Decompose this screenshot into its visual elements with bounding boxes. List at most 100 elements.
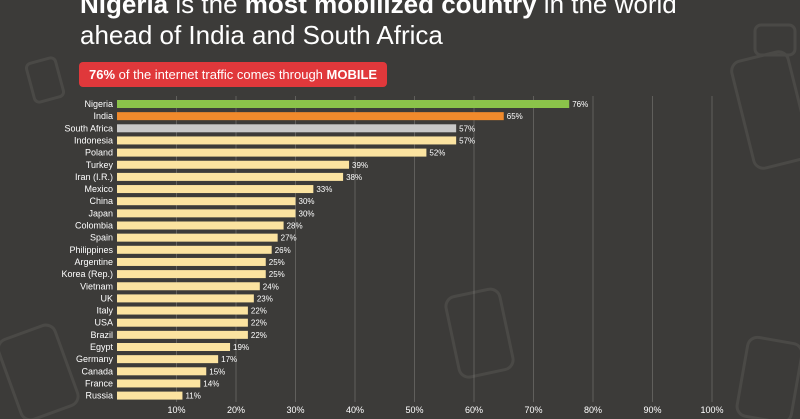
headline-line-2: ahead of India and South Africa <box>80 20 443 50</box>
bar <box>117 343 231 351</box>
value-label: 11% <box>185 392 200 401</box>
category-label: Colombia <box>75 221 113 231</box>
bar <box>117 112 504 121</box>
bar <box>117 148 427 157</box>
phone-outline-icon <box>444 287 515 379</box>
value-label: 30% <box>299 197 315 206</box>
category-label: India <box>93 111 113 121</box>
category-label: Turkey <box>86 160 114 170</box>
x-tick-label: 10% <box>167 405 185 415</box>
category-label: Indonesia <box>74 135 113 145</box>
x-axis-ticks: 10% 20% 30% 40% 50% 60% 70% 80% 90% 100% <box>167 405 723 415</box>
value-label: 25% <box>269 258 285 267</box>
bar <box>117 257 266 266</box>
phone-outline-icon <box>735 335 800 419</box>
bar <box>117 391 183 400</box>
value-label: 38% <box>346 173 362 182</box>
bar <box>117 318 248 327</box>
x-tick-label: 90% <box>643 405 661 415</box>
bar <box>117 209 296 218</box>
category-label: Korea (Rep.) <box>61 269 113 279</box>
x-tick-label: 50% <box>405 405 423 415</box>
category-label: UK <box>100 293 113 303</box>
value-label: 33% <box>316 185 332 194</box>
value-label: 15% <box>209 367 225 376</box>
bar <box>117 172 344 181</box>
x-tick-label: 60% <box>465 405 483 415</box>
bar <box>117 294 254 303</box>
value-label: 65% <box>507 112 523 121</box>
bar <box>117 124 457 133</box>
value-label: 24% <box>263 282 279 291</box>
bar <box>117 245 272 254</box>
value-label: 57% <box>459 136 475 145</box>
phone-outline-icon <box>24 56 66 104</box>
category-label: Russia <box>85 391 113 401</box>
value-label: 76% <box>572 100 588 109</box>
value-label: 17% <box>221 355 237 364</box>
value-label: 23% <box>257 294 273 303</box>
headline-line-1: Nigeria is the most mobilized country in… <box>80 0 677 19</box>
x-tick-label: 20% <box>227 405 245 415</box>
category-label: Mexico <box>84 184 113 194</box>
category-label: Italy <box>96 306 113 316</box>
category-label: Brazil <box>90 330 113 340</box>
x-tick-label: 40% <box>346 405 364 415</box>
x-tick-label: 70% <box>524 405 542 415</box>
value-label: 27% <box>281 234 297 243</box>
category-label: China <box>89 196 113 206</box>
category-label: Spain <box>90 233 113 243</box>
bar <box>117 306 248 315</box>
category-label: Vietnam <box>80 281 113 291</box>
value-label: 22% <box>251 307 267 316</box>
bar <box>117 100 570 108</box>
value-label: 22% <box>251 319 267 328</box>
category-label: France <box>85 378 113 388</box>
value-label: 26% <box>275 246 291 255</box>
bar <box>117 270 266 279</box>
category-label: Philippines <box>69 245 113 255</box>
value-label: 14% <box>203 379 219 388</box>
value-label: 57% <box>459 124 475 133</box>
bar <box>117 197 296 206</box>
phone-outline-icon <box>753 23 797 57</box>
bar <box>117 233 278 242</box>
value-label: 52% <box>429 149 445 158</box>
value-label: 39% <box>352 161 368 170</box>
value-label: 22% <box>251 331 267 340</box>
value-label: 25% <box>269 270 285 279</box>
phone-outline-icon <box>0 323 80 419</box>
x-tick-label: 30% <box>286 405 304 415</box>
bar <box>117 221 284 230</box>
bar <box>117 330 248 339</box>
bar <box>117 136 457 145</box>
category-label: Canada <box>81 366 113 376</box>
bar <box>117 160 350 169</box>
category-label: USA <box>94 318 113 328</box>
x-tick-label: 80% <box>584 405 602 415</box>
bar <box>117 379 201 388</box>
bar <box>117 367 207 376</box>
category-label: Iran (I.R.) <box>75 172 113 182</box>
bars <box>117 100 570 400</box>
x-tick-label: 100% <box>700 405 723 415</box>
category-label: Japan <box>88 208 113 218</box>
category-label: Argentine <box>74 257 113 267</box>
labels: Nigeria 76% India 65% South Africa 57% Indones… <box>61 99 588 401</box>
mobile-share-banner: 76% of the internet traffic comes throug… <box>79 62 388 87</box>
value-label: 30% <box>299 209 315 218</box>
bar <box>117 355 219 364</box>
category-label: South Africa <box>64 123 113 133</box>
bar <box>117 282 260 291</box>
phone-outline-icon <box>730 50 800 170</box>
category-label: Nigeria <box>84 99 113 109</box>
value-label: 19% <box>233 343 249 352</box>
bar <box>117 185 314 194</box>
category-label: Germany <box>76 354 114 364</box>
category-label: Poland <box>85 148 113 158</box>
value-label: 28% <box>287 222 303 231</box>
category-label: Egypt <box>90 342 114 352</box>
